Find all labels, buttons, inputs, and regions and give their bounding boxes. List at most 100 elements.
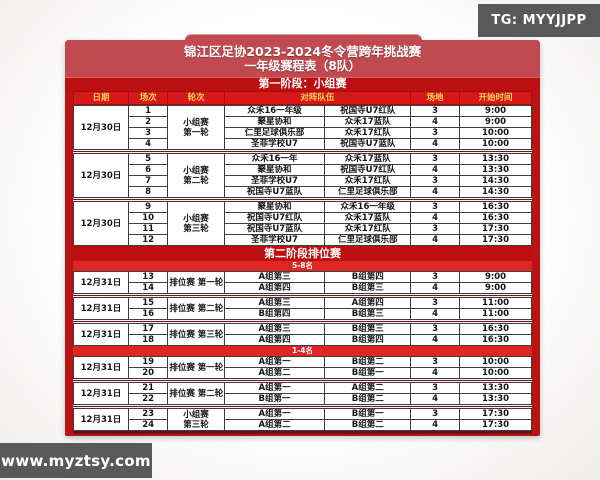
- round-line: 排位赛 第二轮: [169, 388, 224, 399]
- placement-group-band: 5-8名: [73, 261, 532, 271]
- match-number-cell: 8: [127, 186, 169, 198]
- match-number-cell: 6: [127, 164, 169, 176]
- round-cell: 排位赛 第二轮: [167, 382, 225, 405]
- venue-cell: 3: [410, 356, 461, 368]
- round-cell: 排位赛 第二轮: [167, 297, 225, 320]
- round-line: 小组赛: [183, 213, 209, 224]
- away-team-cell: 众禾17蓝队: [324, 116, 412, 128]
- date-cell: 12月31日: [73, 323, 129, 346]
- time-cell: 11:00: [459, 308, 532, 320]
- time-cell: 11:00: [459, 297, 532, 309]
- time-cell: 17:30: [459, 223, 532, 235]
- match-number-cell: 22: [127, 393, 169, 405]
- time-cell: 16:30: [459, 334, 532, 346]
- match-number-cell: 15: [127, 297, 169, 309]
- away-team-cell: 祝国寺U7红队: [324, 164, 412, 176]
- col-header-date: 日期: [73, 91, 129, 105]
- venue-cell: 3: [410, 271, 461, 283]
- venue-cell: 4: [410, 308, 461, 320]
- match-number-cell: 10: [127, 212, 169, 224]
- home-team-cell: 众禾16一年: [223, 153, 326, 165]
- venue-cell: 4: [410, 116, 461, 128]
- table-row: 12月30日 9 小组赛 第三轮 聚星协和 众禾16一年级 3 16:30: [73, 201, 532, 246]
- time-cell: 9:00: [459, 116, 532, 128]
- home-team-cell: 圣菲学校U7: [223, 234, 326, 246]
- block-divider: [73, 150, 532, 153]
- time-cell: 13:30: [459, 153, 532, 165]
- match-number-cell: 23: [127, 408, 169, 420]
- round-line: 第一轮: [183, 127, 209, 138]
- page-title: 锦江区足协2023-2024冬令营跨年挑战赛: [183, 44, 422, 59]
- round-line: 小组赛: [183, 117, 209, 128]
- col-header-teams: 对阵队伍: [223, 91, 412, 105]
- match-number-cell: 2: [127, 116, 169, 128]
- schedule-table: 日期 场次 轮次 对阵队伍 场地 开始时间 12月30日 1 小组赛 第一轮 众禾16一…: [73, 91, 532, 431]
- venue-cell: 4: [410, 393, 461, 405]
- table-row: 12月30日 1 小组赛 第一轮 众禾16一年级 祝国寺U7红队 3 9:00: [73, 105, 532, 150]
- round-line: 小组赛: [183, 165, 209, 176]
- away-team-cell: B组第二: [324, 356, 412, 368]
- match-block: 12月31日 17 排位赛 第三轮 A组第三 B组第三 3 16:30 18 A组第四 B组第四 4…: [73, 323, 532, 346]
- table-row: 4 圣菲学校U7 祝国寺U7蓝队 4 10:00: [74, 138, 532, 150]
- away-team-cell: B组第一: [324, 367, 412, 379]
- stage1-band: 第一阶段：小组赛: [65, 77, 540, 91]
- col-header-match: 场次: [127, 91, 169, 105]
- home-team-cell: 聚星协和: [223, 201, 326, 213]
- table-row: 18 A组第四 B组第四 4 16:30: [74, 334, 532, 346]
- match-number-cell: 4: [127, 138, 169, 150]
- date-cell: 12月31日: [73, 271, 129, 294]
- table-row: 6 聚星协和 祝国寺U7红队 4 13:30: [74, 164, 532, 176]
- venue-cell: 3: [410, 223, 461, 235]
- away-team-cell: B组第一: [324, 408, 412, 420]
- home-team-cell: 聚星协和: [223, 164, 326, 176]
- stage1-blocks: 12月30日 1 小组赛 第一轮 众禾16一年级 祝国寺U7红队 3 9:00 2 聚星协和 众禾1…: [73, 105, 532, 246]
- date-cell: 12月30日: [73, 201, 129, 246]
- venue-cell: 3: [410, 105, 461, 117]
- round-line: 排位赛 第三轮: [169, 329, 224, 340]
- match-number-cell: 7: [127, 175, 169, 187]
- page-subtitle: 一年级赛程表（8队）: [244, 59, 361, 73]
- round-cell: 排位赛 第一轮: [167, 356, 225, 379]
- home-team-cell: A组第三: [223, 297, 326, 309]
- time-cell: 10:00: [459, 367, 532, 379]
- table-row: 12月30日 5 小组赛 第二轮 众禾16一年 众禾17蓝队 3 13:30: [73, 153, 532, 198]
- bottom-rule: [73, 431, 532, 434]
- table-row: 16 B组第四 B组第三 4 11:00: [74, 308, 532, 320]
- time-cell: 13:30: [459, 382, 532, 394]
- venue-cell: 3: [410, 201, 461, 213]
- venue-cell: 4: [410, 234, 461, 246]
- venue-cell: 3: [410, 382, 461, 394]
- table-row: 7 圣菲学校U7 众禾17红队 3 14:30: [74, 175, 532, 187]
- placement-group-blocks: 12月31日 19 排位赛 第一轮 A组第一 B组第二 3 10:00 20 A组第二 B组第一 4…: [73, 356, 532, 431]
- round-cell: 小组赛 第一轮: [167, 105, 225, 150]
- home-team-cell: 仁里足球俱乐部: [223, 127, 326, 139]
- venue-cell: 3: [410, 175, 461, 187]
- match-number-cell: 9: [127, 201, 169, 213]
- table-row: 12月31日 23 小组赛 第三轮 A组第一 B组第一 3 17:30: [73, 408, 532, 431]
- match-number-cell: 19: [127, 356, 169, 368]
- home-team-cell: 祝国寺U7蓝队: [223, 223, 326, 235]
- away-team-cell: 众禾17红队: [324, 127, 412, 139]
- match-number-cell: 13: [127, 271, 169, 283]
- col-header-round: 轮次: [167, 91, 225, 105]
- table-row: 20 A组第二 B组第一 4 10:00: [74, 367, 532, 379]
- away-team-cell: 祝国寺U7红队: [324, 105, 412, 117]
- time-cell: 17:30: [459, 234, 532, 246]
- placement-group-blocks: 12月31日 13 排位赛 第一轮 A组第三 B组第四 3 9:00 14 A组第四 B组第三 4 9…: [73, 271, 532, 346]
- date-cell: 12月31日: [73, 356, 129, 379]
- panel-tab: [185, 34, 422, 42]
- table-row: 12月31日 13 排位赛 第一轮 A组第三 B组第四 3 9:00: [73, 271, 532, 294]
- round-cell: 排位赛 第三轮: [167, 323, 225, 346]
- round-line: 小组赛: [183, 409, 209, 420]
- time-cell: 14:30: [459, 186, 532, 198]
- home-team-cell: A组第一: [223, 408, 326, 420]
- match-block: 12月31日 13 排位赛 第一轮 A组第三 B组第四 3 9:00 14 A组第四 B组第三 4 9…: [73, 271, 532, 294]
- match-block: 12月31日 19 排位赛 第一轮 A组第一 B组第二 3 10:00 20 A组第二 B组第一 4…: [73, 356, 532, 379]
- away-team-cell: 众禾17蓝队: [324, 153, 412, 165]
- time-cell: 10:00: [459, 138, 532, 150]
- away-team-cell: A组第二: [324, 382, 412, 394]
- match-number-cell: 12: [127, 234, 169, 246]
- away-team-cell: B组第二: [324, 393, 412, 405]
- stage2-groups: 5-8名 12月31日 13 排位赛 第一轮 A组第三 B组第四 3 9:00 14 A组第四 B组…: [73, 261, 532, 431]
- block-divider: [73, 405, 532, 408]
